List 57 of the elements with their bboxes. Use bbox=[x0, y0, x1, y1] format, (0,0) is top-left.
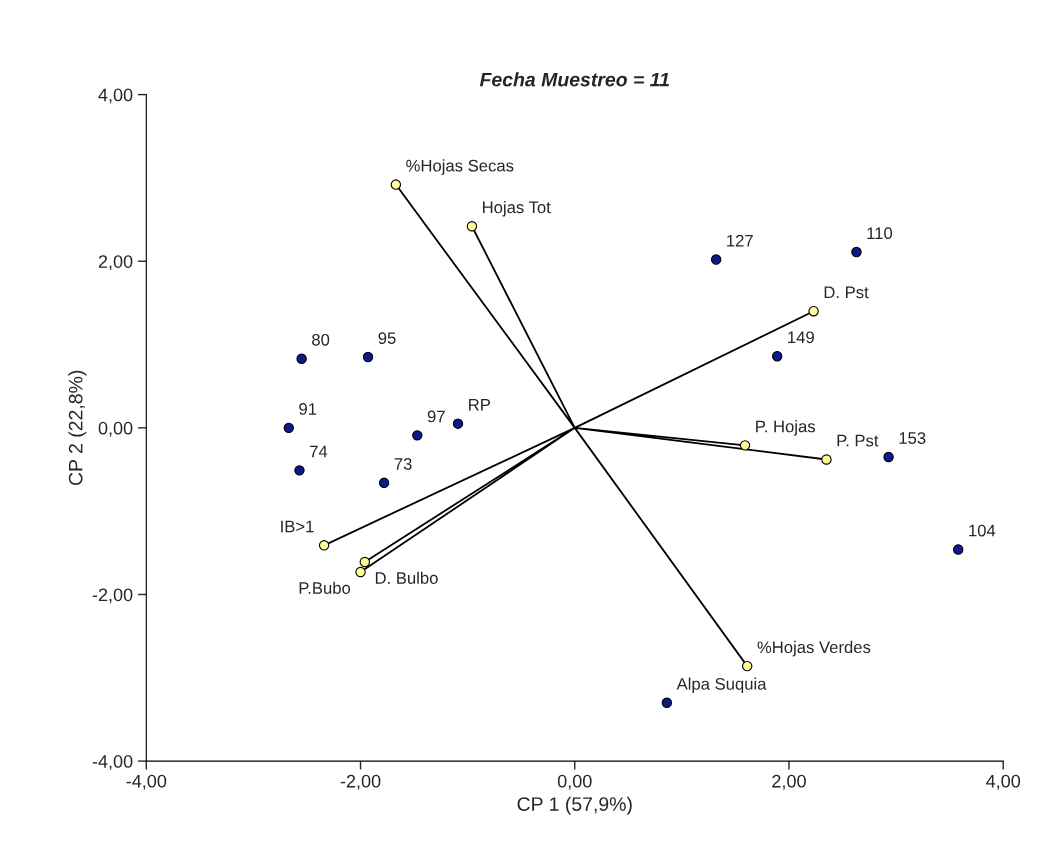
annotation: Hojas Tot bbox=[483, 200, 551, 217]
annotation: 80 bbox=[312, 333, 330, 346]
y-tick-label: 0,00 bbox=[98, 421, 133, 437]
point bbox=[318, 540, 330, 551]
point bbox=[466, 221, 478, 232]
point bbox=[741, 660, 753, 672]
x-tick-label: 4,00 bbox=[986, 774, 1021, 790]
x-axis-title: CP 1 (57,9%) bbox=[517, 796, 632, 815]
annotation: D. Pst bbox=[824, 286, 869, 299]
point bbox=[452, 418, 464, 429]
x-tick-label: 2,00 bbox=[772, 774, 806, 790]
point bbox=[952, 544, 964, 555]
annotation: P. Pst bbox=[837, 434, 879, 447]
y-tick-label: -2,00 bbox=[92, 588, 133, 604]
annotation: 149 bbox=[788, 331, 814, 344]
annotation: 73 bbox=[394, 458, 412, 470]
point bbox=[710, 254, 722, 265]
point bbox=[296, 353, 307, 364]
x-tick-label: -2,00 bbox=[340, 774, 381, 790]
point bbox=[821, 454, 832, 465]
annotation: 91 bbox=[299, 403, 317, 415]
chart-title: Fecha Muestreo = 11 bbox=[479, 72, 669, 87]
annotation: 74 bbox=[310, 445, 328, 458]
annotation: 95 bbox=[378, 332, 396, 345]
annotation: 153 bbox=[899, 432, 926, 444]
annotation: D. Bulbo bbox=[375, 571, 438, 584]
point bbox=[851, 246, 862, 258]
y-axis-title: CP 2 (22,8%) bbox=[68, 370, 87, 486]
point bbox=[412, 430, 423, 441]
x-tick-label: -4,00 bbox=[126, 774, 167, 790]
point bbox=[739, 440, 751, 451]
y-tick-label: 4,00 bbox=[98, 88, 133, 104]
point bbox=[661, 697, 673, 708]
x-tick-label: 0,00 bbox=[557, 774, 592, 790]
annotation: P.Bubo bbox=[299, 581, 351, 594]
point bbox=[283, 422, 294, 434]
annotation: Alpa Suquia bbox=[676, 677, 767, 694]
point bbox=[883, 451, 894, 463]
annotation: IB>1 bbox=[281, 520, 314, 533]
point bbox=[362, 351, 374, 363]
annotation: 110 bbox=[867, 227, 893, 240]
point bbox=[355, 566, 366, 578]
point bbox=[294, 465, 305, 476]
point bbox=[771, 350, 783, 362]
annotation: RP bbox=[469, 399, 490, 411]
y-tick-label: -4,00 bbox=[92, 755, 133, 770]
annotation: P. Hojas bbox=[756, 420, 816, 436]
annotation: 97 bbox=[427, 410, 445, 423]
point bbox=[359, 556, 371, 568]
annotation: %Hojas Secas bbox=[406, 159, 514, 175]
y-tick-label: 2,00 bbox=[98, 255, 133, 271]
point bbox=[808, 305, 819, 317]
point bbox=[390, 179, 402, 190]
point bbox=[378, 477, 390, 489]
annotation: 127 bbox=[727, 234, 753, 247]
annotation: %Hojas Verdes bbox=[757, 640, 871, 657]
annotation: 104 bbox=[969, 524, 996, 537]
